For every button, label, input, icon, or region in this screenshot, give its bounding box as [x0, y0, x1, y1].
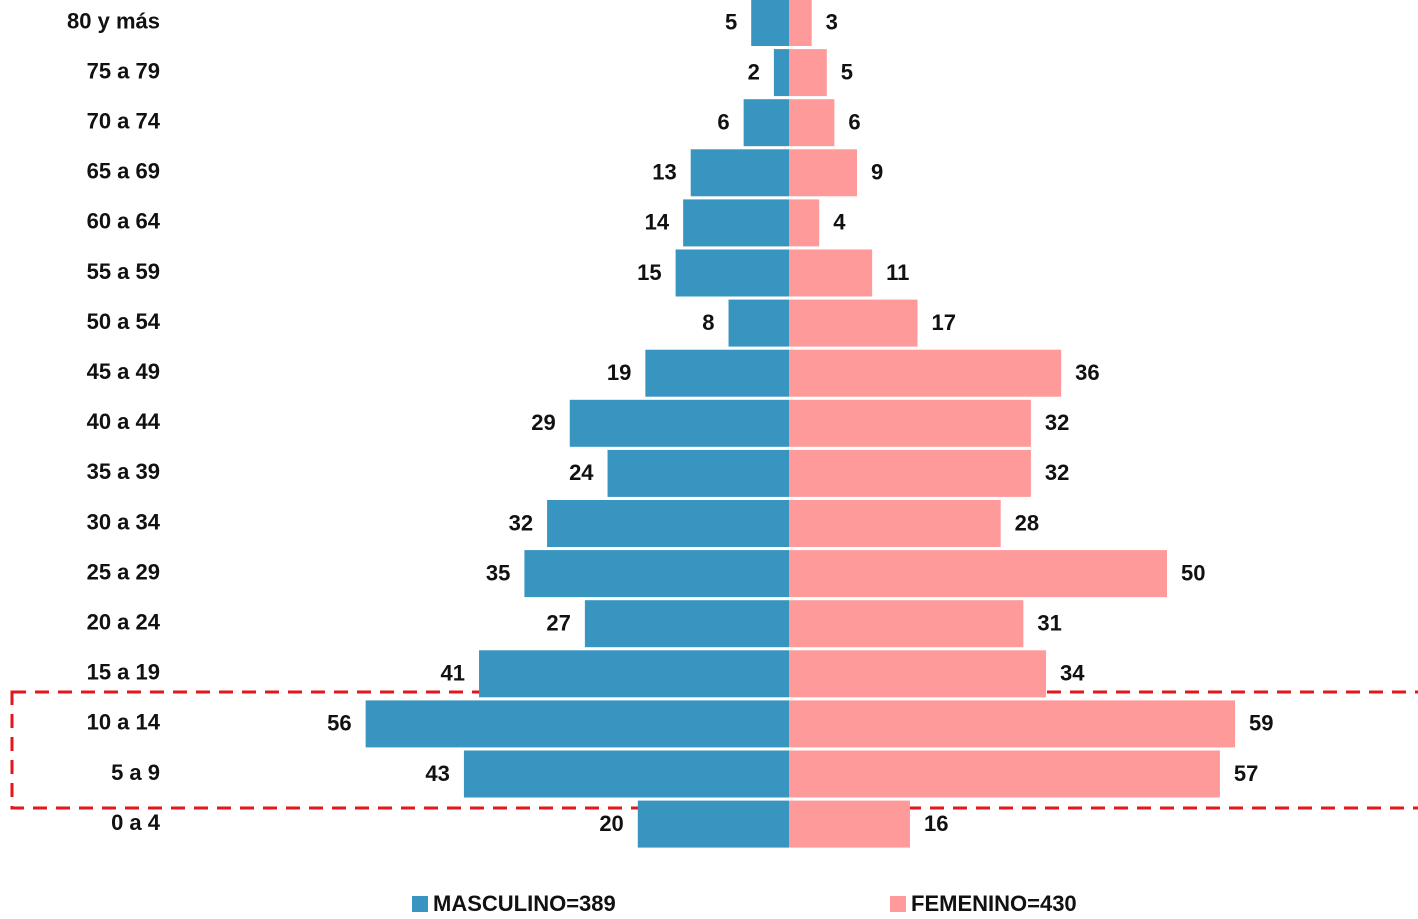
- category-label: 65 a 69: [87, 159, 160, 184]
- value-label: 6: [848, 110, 860, 135]
- bar: [789, 800, 910, 848]
- category-label: 75 a 79: [87, 58, 160, 83]
- category-label: 60 a 64: [87, 209, 161, 234]
- category-label: 55 a 59: [87, 259, 160, 284]
- bar: [607, 449, 789, 497]
- category-label: 50 a 54: [87, 309, 161, 334]
- bar: [773, 49, 789, 97]
- bar: [751, 0, 789, 46]
- value-label: 28: [1015, 510, 1039, 535]
- highlight-box: [10, 690, 1418, 810]
- bar: [524, 550, 789, 598]
- bar: [569, 399, 789, 447]
- bar: [463, 750, 789, 798]
- value-label: 20: [599, 811, 623, 836]
- bar: [789, 650, 1047, 698]
- category-label: 35 a 39: [87, 459, 160, 484]
- bar: [789, 750, 1220, 798]
- value-label: 17: [932, 310, 956, 335]
- value-label: 8: [702, 310, 714, 335]
- legend-label: FEMENINO=430: [911, 891, 1077, 916]
- value-label: 35: [486, 560, 510, 585]
- category-label: 30 a 34: [87, 509, 161, 534]
- value-label: 32: [509, 510, 533, 535]
- legend-label: MASCULINO=389: [433, 891, 616, 916]
- bar: [547, 500, 789, 547]
- bar: [789, 199, 820, 247]
- value-label: 2: [748, 59, 760, 84]
- category-label: 25 a 29: [87, 559, 160, 584]
- category-label: 20 a 24: [87, 610, 161, 635]
- value-label: 29: [531, 410, 555, 435]
- value-label: 3: [826, 9, 838, 34]
- bar: [789, 600, 1024, 648]
- bar: [789, 149, 858, 197]
- category-label: 0 a 4: [111, 810, 161, 835]
- value-label: 32: [1045, 410, 1069, 435]
- bar: [789, 49, 827, 97]
- bar: [675, 249, 789, 297]
- value-label: 36: [1075, 360, 1099, 385]
- bar: [743, 99, 789, 147]
- bar: [683, 199, 789, 247]
- value-label: 43: [425, 761, 449, 786]
- bar: [728, 299, 789, 347]
- value-label: 31: [1037, 611, 1061, 636]
- bar: [690, 149, 789, 197]
- value-label: 9: [871, 160, 883, 185]
- bar: [637, 800, 789, 848]
- legend-swatch: [890, 896, 906, 912]
- value-label: 32: [1045, 460, 1069, 485]
- value-label: 14: [645, 210, 670, 235]
- category-label: 80 y más: [67, 8, 160, 33]
- value-label: 5: [725, 9, 737, 34]
- category-label: 70 a 74: [87, 109, 161, 134]
- value-label: 41: [441, 661, 465, 686]
- value-label: 50: [1181, 560, 1205, 585]
- value-label: 34: [1060, 661, 1085, 686]
- bar: [789, 500, 1001, 547]
- category-label: 45 a 49: [87, 359, 160, 384]
- value-label: 16: [924, 811, 948, 836]
- value-label: 15: [637, 260, 661, 285]
- category-label: 15 a 19: [87, 660, 160, 685]
- bar: [789, 449, 1031, 497]
- bar: [789, 550, 1167, 598]
- category-label: 40 a 44: [87, 409, 161, 434]
- value-label: 11: [886, 260, 909, 285]
- value-label: 24: [569, 460, 594, 485]
- value-label: 5: [841, 59, 853, 84]
- bar: [645, 349, 789, 397]
- bar: [789, 399, 1031, 447]
- value-label: 4: [833, 210, 846, 235]
- bar: [479, 650, 789, 698]
- bar: [365, 700, 789, 748]
- value-label: 56: [327, 711, 351, 736]
- bar: [789, 349, 1062, 397]
- bar: [789, 700, 1236, 748]
- bar: [584, 600, 789, 648]
- value-label: 19: [607, 360, 631, 385]
- value-label: 27: [546, 611, 570, 636]
- value-label: 6: [717, 110, 729, 135]
- category-label: 5 a 9: [111, 760, 160, 785]
- value-label: 13: [652, 160, 676, 185]
- value-label: 57: [1234, 761, 1258, 786]
- bar: [789, 249, 873, 297]
- bar: [789, 0, 812, 46]
- legend-swatch: [412, 896, 428, 912]
- bar: [789, 299, 918, 347]
- category-label: 10 a 14: [87, 710, 161, 735]
- value-label: 59: [1249, 711, 1273, 736]
- bar: [789, 99, 835, 147]
